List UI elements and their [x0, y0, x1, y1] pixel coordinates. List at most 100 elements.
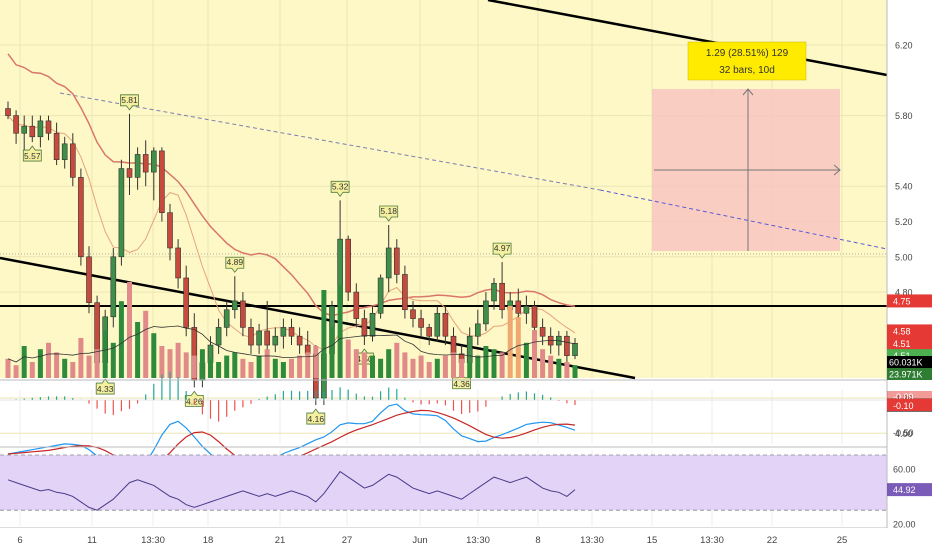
- volume-bar: [5, 358, 11, 378]
- candle-body: [564, 335, 570, 356]
- candle-body: [426, 327, 433, 337]
- rsi-value-label: 44.92: [893, 485, 916, 495]
- rsi-band: [0, 455, 887, 511]
- candle-body: [151, 150, 157, 173]
- price-axis-label-bg: [887, 294, 932, 308]
- lower-channel-line: [0, 256, 636, 380]
- volume-bar: [264, 349, 270, 378]
- time-axis-tick: 21: [275, 535, 286, 546]
- volume-bar: [86, 355, 92, 378]
- time-axis-tick: 15: [647, 535, 658, 546]
- volume-bar: [378, 358, 384, 378]
- macd-axis-tick: -0.50: [893, 428, 914, 438]
- volume-bar: [475, 355, 481, 378]
- macd-label: -0.10: [893, 401, 914, 411]
- volume-average-line: [7, 325, 576, 363]
- price-annotation-label: 4.36: [453, 379, 470, 389]
- volume-bar: [167, 349, 173, 378]
- price-annotation-label: 4.89: [227, 257, 244, 267]
- candle-body: [53, 132, 60, 161]
- candle-body: [272, 335, 279, 346]
- volume-bar: [329, 326, 335, 378]
- volume-bar: [386, 349, 392, 378]
- candle-body: [385, 247, 392, 279]
- candle-body: [572, 342, 578, 356]
- price-axis-tick: 4.80: [895, 288, 913, 298]
- volume-bar: [540, 349, 546, 378]
- candle-body: [167, 212, 173, 249]
- time-axis-tick: 25: [837, 535, 848, 546]
- price-annotation-label: 4.16: [308, 414, 325, 424]
- candle-body: [353, 291, 360, 319]
- candle-body: [86, 256, 92, 303]
- volume-bar: [353, 349, 359, 378]
- volume-bar: [394, 342, 400, 378]
- volume-bar: [191, 355, 197, 378]
- candle-body: [345, 238, 352, 293]
- price-annotations: 5.574.335.814.264.894.165.324.505.184.36…: [22, 41, 807, 425]
- price-annotation-box: [330, 180, 350, 197]
- candle-body: [434, 312, 441, 337]
- dashed-trend-line: [59, 92, 601, 191]
- price-annotation-box: [379, 205, 399, 222]
- volume-bar: [151, 333, 157, 378]
- volume-bar: [402, 352, 408, 378]
- candle-body: [256, 330, 262, 346]
- volume-label-bg: [887, 356, 932, 368]
- price-axis-label-bg: [887, 324, 932, 338]
- candle-body: [418, 318, 424, 328]
- volume-bar: [54, 352, 60, 378]
- candle-body: [466, 335, 473, 364]
- volume-bar: [548, 355, 554, 378]
- price-axis-tick: 4.00: [895, 429, 913, 439]
- volume-label: 60.031K: [889, 358, 923, 368]
- volume-bar: [289, 358, 294, 378]
- price-annotation-box: [95, 378, 115, 395]
- volume-bar: [410, 358, 416, 378]
- price-annotation-box: [306, 408, 326, 425]
- volume-bar: [94, 349, 100, 378]
- volume-bar: [499, 352, 505, 378]
- candle-body: [240, 300, 246, 328]
- price-axis-label-bg: [887, 336, 932, 350]
- volume-bar: [29, 362, 35, 378]
- price-annotation-label: 5.18: [380, 206, 397, 216]
- price-annotation-box: [22, 145, 42, 162]
- volume-bar: [451, 352, 456, 378]
- volume-bar: [370, 355, 375, 378]
- volume-bar: [337, 285, 343, 378]
- price-axis-tick: 5.20: [895, 217, 913, 227]
- volume-bar: [442, 355, 448, 378]
- macd-label-bg: [887, 391, 932, 402]
- time-axis-tick: 13:30: [700, 535, 724, 546]
- candle-body: [515, 300, 522, 314]
- volume-bar: [199, 349, 205, 378]
- candle-body: [134, 154, 141, 178]
- volume-bar: [256, 355, 262, 378]
- candle-body: [248, 327, 254, 346]
- volume-bar: [224, 355, 230, 378]
- price-annotation-box: [184, 390, 204, 407]
- candle-body: [183, 277, 189, 328]
- volume-label: 23.971K: [889, 370, 923, 380]
- volume-bar: [426, 362, 432, 378]
- candle-body: [110, 256, 117, 318]
- volume-label-bg: [887, 368, 932, 380]
- price-axis-tick: 5.00: [895, 252, 913, 262]
- price-annotation-label: 5.32: [332, 181, 349, 191]
- candle-body: [21, 125, 28, 134]
- rsi-axis-tick: 60.00: [893, 464, 916, 474]
- candle-body: [5, 108, 11, 116]
- candle-body: [264, 330, 271, 346]
- volume-bar: [175, 342, 181, 378]
- volume-bar: [483, 346, 489, 378]
- price-axis-bg: [887, 0, 932, 550]
- candle-body: [393, 247, 400, 275]
- volume-bar: [467, 362, 473, 378]
- candle-body: [491, 282, 497, 302]
- price-axis-tick: 5.80: [895, 111, 913, 121]
- measure-label-box: [687, 41, 807, 81]
- volume-bar: [491, 349, 497, 378]
